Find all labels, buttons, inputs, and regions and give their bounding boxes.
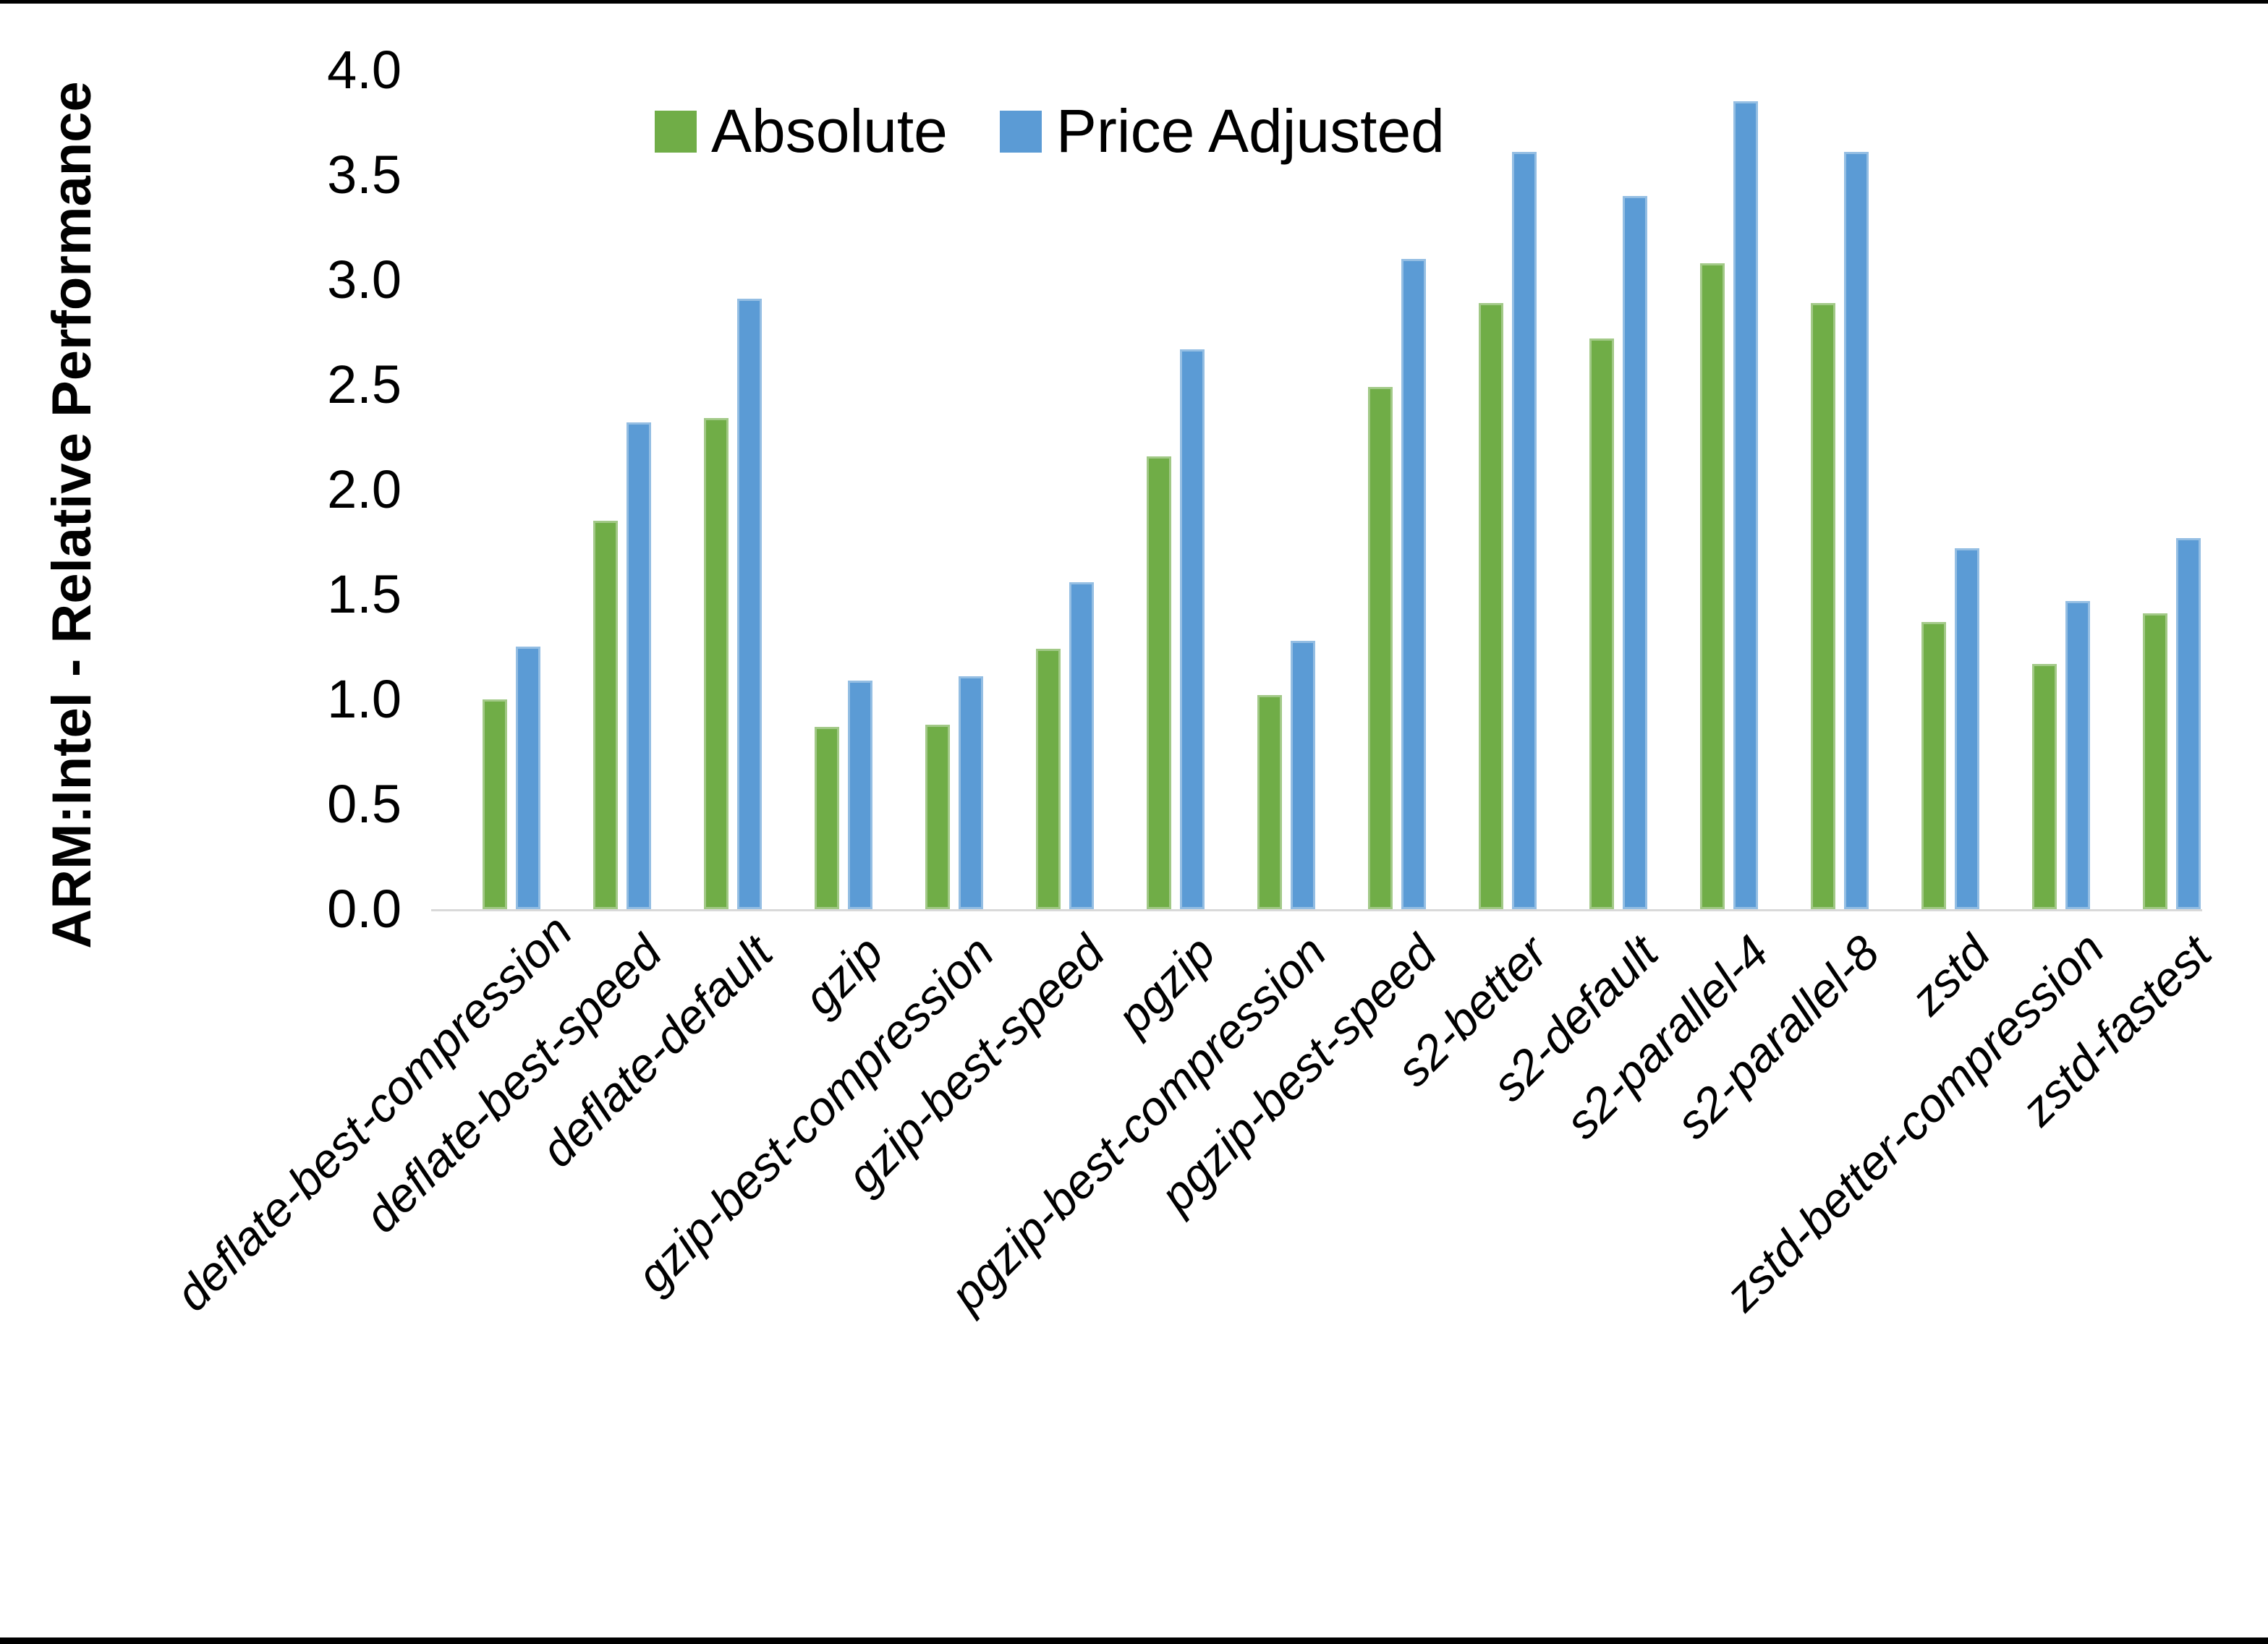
bar-group <box>1700 70 1758 909</box>
bar-group <box>2143 70 2201 909</box>
bar-price-adjusted <box>1180 349 1205 909</box>
legend-item-price-adjusted: Price Adjusted <box>999 96 1445 166</box>
bar-price-adjusted <box>1069 582 1094 909</box>
bar-group <box>483 70 540 909</box>
bar-absolute <box>1036 649 1061 909</box>
bar-absolute <box>815 727 839 909</box>
legend-label-absolute: Absolute <box>711 97 948 165</box>
bar-group <box>1147 70 1205 909</box>
y-tick-label: 4.0 <box>327 40 402 100</box>
bar-price-adjusted <box>1291 641 1315 909</box>
bar-absolute <box>2143 613 2167 909</box>
bar-price-adjusted <box>848 681 872 909</box>
bar-absolute <box>1811 303 1835 909</box>
y-axis-title: ARM:Intel - Relative Performance <box>41 81 103 949</box>
bar-group <box>1368 70 1426 909</box>
bar-group <box>704 70 762 909</box>
y-tick-label: 0.5 <box>327 774 402 834</box>
legend-label-price-adjusted: Price Adjusted <box>1056 97 1445 165</box>
y-tick-label: 2.0 <box>327 459 402 519</box>
bar-price-adjusted <box>959 676 983 909</box>
bar-group <box>1479 70 1537 909</box>
legend-swatch-absolute <box>655 110 697 153</box>
bar-absolute <box>704 418 729 909</box>
y-tick-label: 1.0 <box>327 669 402 729</box>
bar-price-adjusted <box>2176 538 2201 909</box>
bar-absolute <box>1147 456 1171 909</box>
bar-price-adjusted <box>1512 152 1537 909</box>
bar-group <box>1036 70 1094 909</box>
bar-absolute <box>1589 338 1614 909</box>
bar-group <box>1811 70 1869 909</box>
bar-absolute <box>1921 622 1946 909</box>
bar-absolute <box>1368 387 1393 909</box>
bar-group <box>925 70 983 909</box>
bar-price-adjusted <box>1844 152 1869 909</box>
bar-absolute <box>483 699 507 909</box>
bar-price-adjusted <box>2065 601 2090 909</box>
bar-price-adjusted <box>737 299 762 909</box>
bar-group <box>1921 70 1979 909</box>
bar-price-adjusted <box>1401 259 1426 909</box>
y-tick-label: 0.0 <box>327 879 402 939</box>
legend-swatch-price-adjusted <box>999 110 1042 153</box>
bar-price-adjusted <box>627 422 651 909</box>
bar-absolute <box>925 725 950 909</box>
legend: Absolute Price Adjusted <box>655 96 1445 166</box>
x-axis-line <box>431 909 2202 911</box>
bar-price-adjusted <box>1955 548 1979 909</box>
bar-price-adjusted <box>1733 101 1758 909</box>
bar-absolute <box>1700 263 1725 909</box>
bar-absolute <box>593 521 618 909</box>
plot-area <box>456 70 2214 909</box>
bar-group <box>815 70 872 909</box>
y-tick-label: 2.5 <box>327 354 402 414</box>
bar-group <box>1589 70 1647 909</box>
bar-group <box>2032 70 2090 909</box>
bar-absolute <box>2032 664 2057 909</box>
bar-absolute <box>1257 695 1282 909</box>
y-tick-label: 3.5 <box>327 145 402 205</box>
bar-group <box>593 70 651 909</box>
y-tick-label: 3.0 <box>327 250 402 310</box>
bar-absolute <box>1479 303 1503 909</box>
bar-price-adjusted <box>516 647 540 909</box>
bar-price-adjusted <box>1623 196 1647 909</box>
y-tick-label: 1.5 <box>327 564 402 624</box>
bar-group <box>1257 70 1315 909</box>
legend-item-absolute: Absolute <box>655 96 948 166</box>
